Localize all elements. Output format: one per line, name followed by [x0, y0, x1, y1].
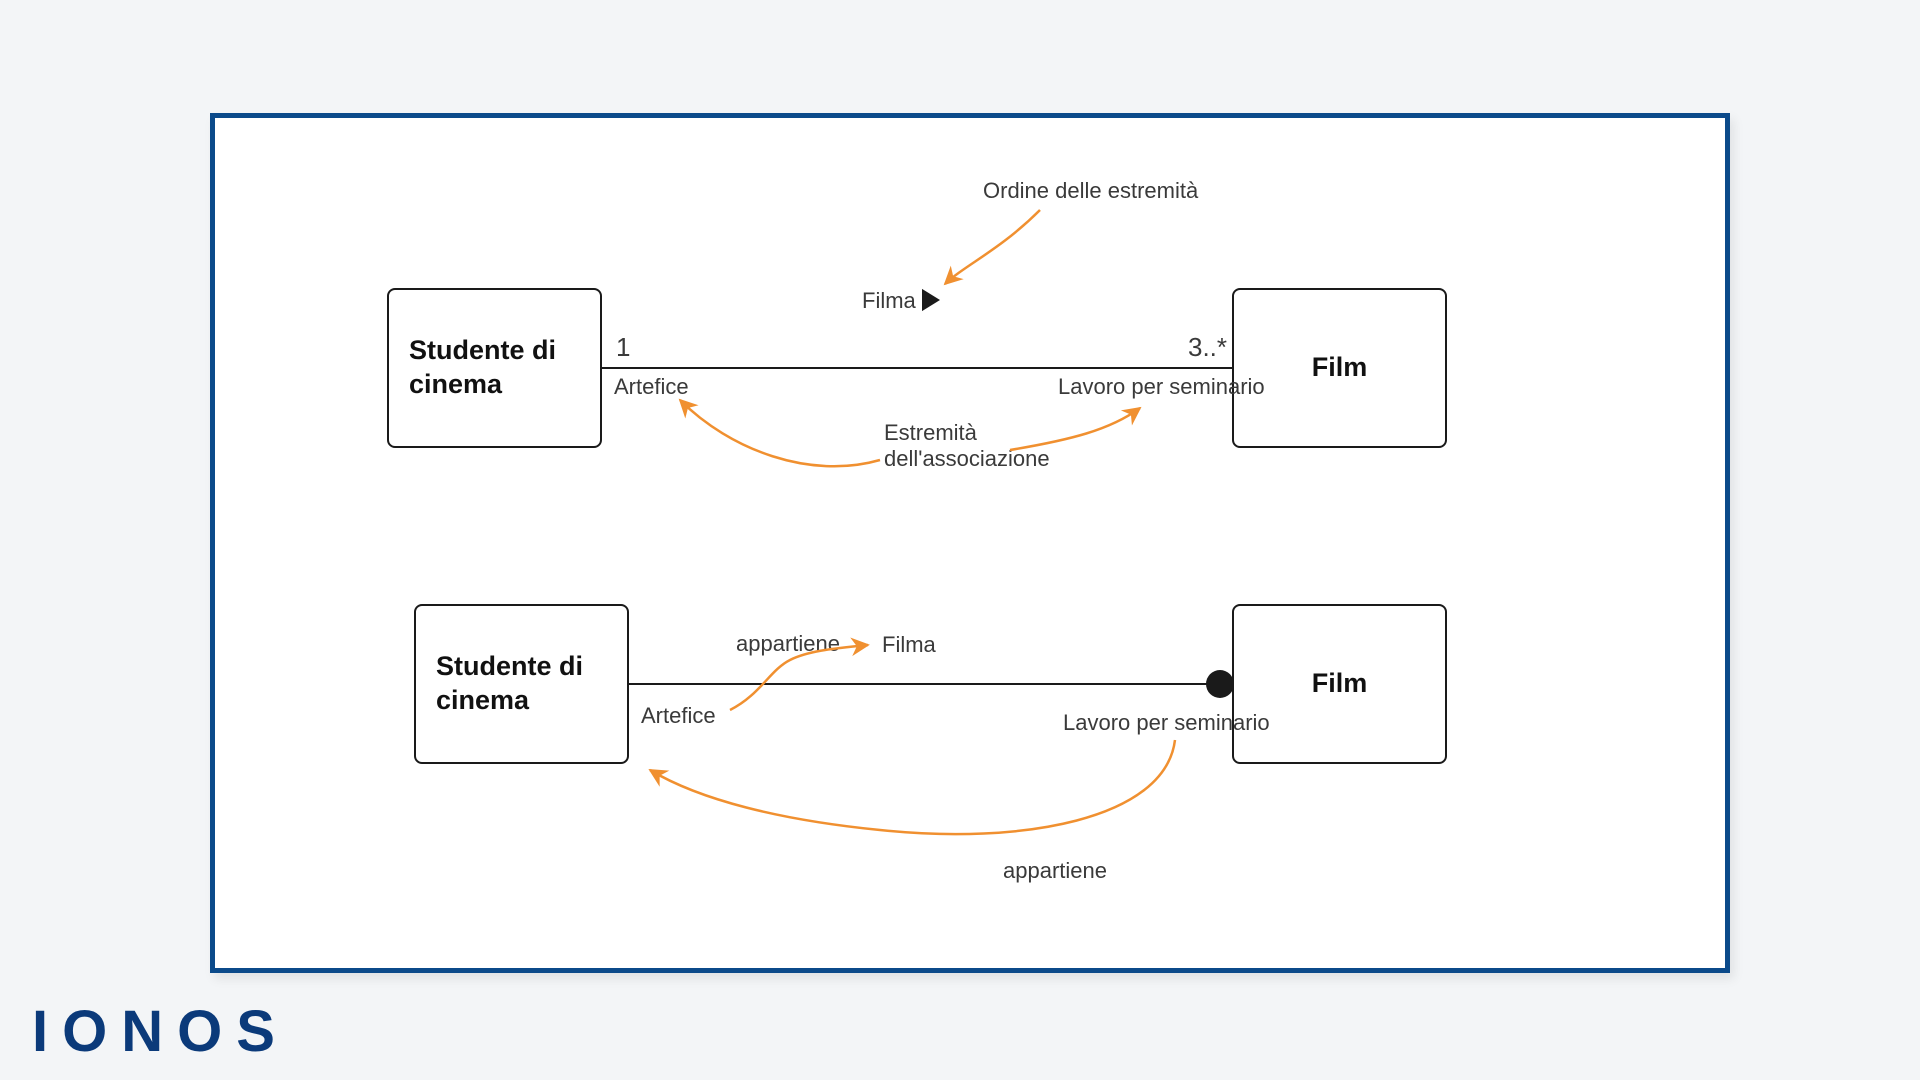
annot-belongs-bottom: appartiene: [1003, 858, 1107, 884]
top-role-right: Lavoro per seminario: [1058, 374, 1265, 400]
annot-belongs-top: appartiene: [736, 631, 840, 657]
annot-ends: Estremità dell'associazione: [884, 420, 1050, 472]
annot-order: Ordine delle estremità: [983, 178, 1198, 204]
top-role-left: Artefice: [614, 374, 689, 400]
top-mult-right: 3..*: [1188, 332, 1227, 363]
bottom-right-node: Film: [1232, 604, 1447, 764]
top-left-node-label: Studente di cinema: [409, 334, 556, 402]
bottom-left-node: Studente di cinema: [414, 604, 629, 764]
bottom-role-left: Artefice: [641, 703, 716, 729]
diagram-frame: [210, 113, 1730, 973]
brand-logo: IONOS: [32, 998, 289, 1065]
top-mult-left: 1: [616, 332, 630, 363]
brand-logo-text: IONOS: [32, 999, 289, 1064]
bottom-right-node-label: Film: [1312, 667, 1368, 701]
bottom-assoc-name: Filma: [882, 632, 936, 658]
top-assoc-name: Filma: [862, 288, 916, 314]
top-left-node: Studente di cinema: [387, 288, 602, 448]
top-right-node: Film: [1232, 288, 1447, 448]
top-right-node-label: Film: [1312, 351, 1368, 385]
bottom-role-right: Lavoro per seminario: [1063, 710, 1270, 736]
bottom-left-node-label: Studente di cinema: [436, 650, 583, 718]
